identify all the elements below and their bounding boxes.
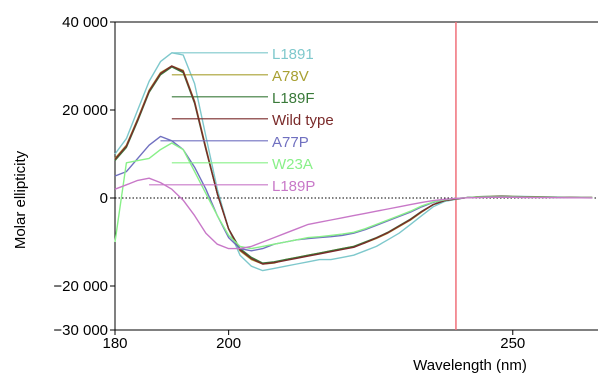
series-label-4: A77P (272, 134, 309, 151)
y-tick-label: −30 000 (53, 322, 108, 339)
series-label-0: L1891 (272, 46, 314, 63)
y-axis-title-group: Molar ellipticity (12, 150, 29, 249)
series-label-5: W23A (272, 156, 313, 173)
series-line-0 (114, 52, 593, 272)
series-label-6: L189P (272, 178, 315, 195)
x-tick-label: 180 (102, 335, 127, 352)
y-tick-label: 20 000 (62, 102, 108, 119)
y-tick-label: 40 000 (62, 14, 108, 31)
series-label-3: Wild type (272, 112, 334, 129)
y-axis-title: Molar ellipticity (12, 150, 29, 249)
y-tick-label: −20 000 (53, 278, 108, 295)
series-line-3 (114, 65, 593, 265)
series-label-2: L189F (272, 90, 315, 107)
y-tick-label: 0 (100, 190, 108, 207)
x-tick-label: 200 (216, 335, 241, 352)
series-line-6 (114, 177, 593, 250)
series-line-4 (114, 135, 593, 252)
x-axis-title: Wavelength (nm) (413, 357, 527, 374)
x-tick-label: 250 (500, 335, 525, 352)
series-label-1: A78V (272, 68, 309, 85)
series-line-1 (114, 65, 593, 265)
